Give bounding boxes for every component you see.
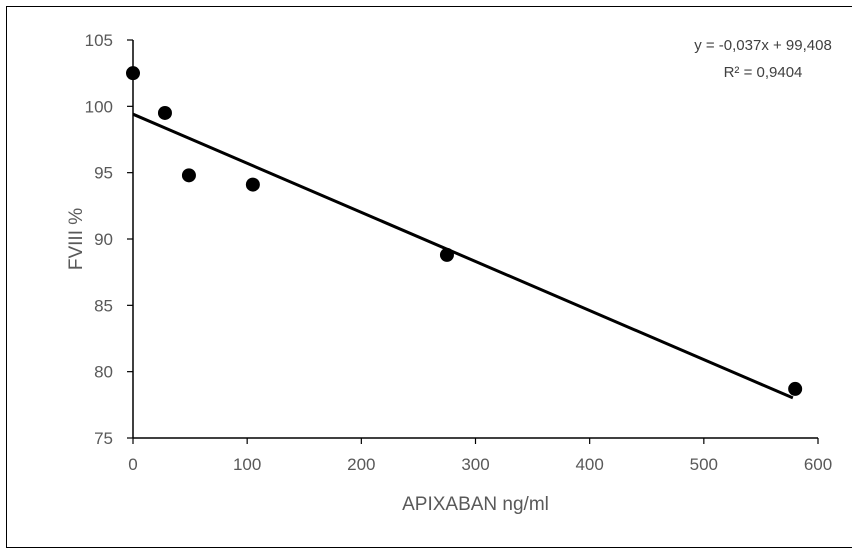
x-tick-label: 0 [128, 455, 137, 474]
data-point [245, 177, 260, 192]
x-tick-label: 600 [804, 455, 832, 474]
r-squared-label: R² = 0,9404 [724, 64, 803, 81]
x-axis-title: APIXABAN ng/ml [402, 494, 549, 515]
y-tick-label: 95 [94, 164, 113, 183]
y-tick-label: 100 [85, 97, 113, 116]
trendline [132, 112, 794, 400]
trendline-equation: y = -0,037x + 99,408 [694, 37, 832, 54]
x-tick-label: 400 [575, 455, 603, 474]
axes [132, 40, 818, 439]
y-tick-label: 90 [94, 230, 113, 249]
x-tick-label: 200 [347, 455, 375, 474]
y-tick-label: 75 [94, 429, 113, 448]
y-tick-label: 105 [85, 31, 113, 50]
data-point [126, 66, 140, 81]
y-tick-label: 85 [94, 296, 113, 315]
data-points [126, 66, 803, 396]
x-tick-label: 500 [690, 455, 718, 474]
x-tick-label: 100 [233, 455, 261, 474]
y-tick-label: 80 [94, 363, 113, 382]
data-point [181, 168, 196, 183]
y-axis-title: FVIII % [66, 208, 87, 270]
data-point [788, 381, 803, 396]
data-point [157, 105, 172, 120]
x-axis-ticks: 0 100 200 300 400 500 600 [128, 438, 832, 474]
data-point [439, 247, 454, 262]
x-tick-label: 300 [461, 455, 489, 474]
y-axis-ticks: 75 80 85 90 95 100 105 [85, 31, 133, 448]
